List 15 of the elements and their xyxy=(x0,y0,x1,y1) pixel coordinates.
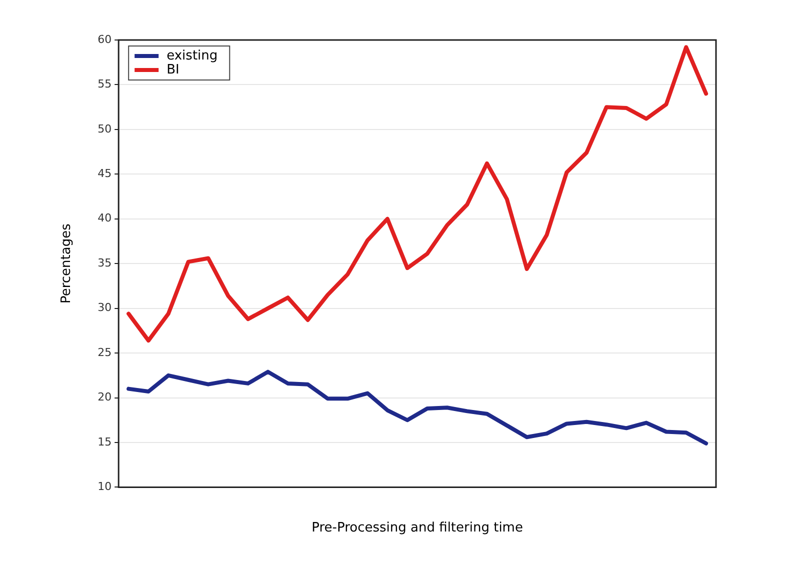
y-tick-label: 60 xyxy=(98,32,112,46)
y-tick-label: 30 xyxy=(98,301,112,314)
y-tick-label: 50 xyxy=(98,122,112,136)
y-tick-label: 40 xyxy=(98,212,112,225)
x-axis-title: Pre-Processing and filtering time xyxy=(312,520,523,536)
y-tick-label: 15 xyxy=(98,435,112,448)
y-axis-title: Percentages xyxy=(59,223,74,304)
y-tick-label: 10 xyxy=(98,480,112,494)
y-tick-label: 20 xyxy=(98,390,112,404)
y-tick-label: 35 xyxy=(98,256,112,270)
legend-label: existing xyxy=(166,48,218,64)
y-tick-label: 45 xyxy=(98,167,112,180)
y-tick-label: 55 xyxy=(98,78,112,91)
legend-label: BI xyxy=(166,62,180,78)
y-tick-label: 25 xyxy=(98,346,112,359)
